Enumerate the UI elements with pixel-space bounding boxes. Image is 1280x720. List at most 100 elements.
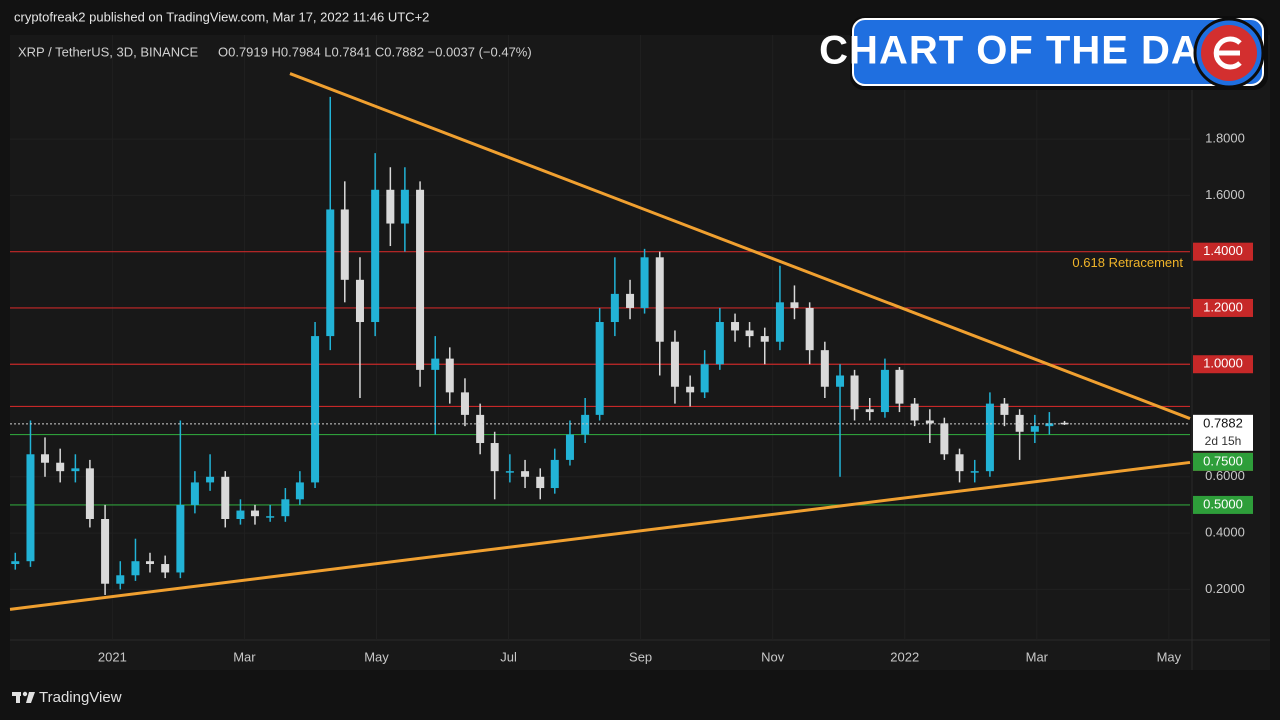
candle-body [670, 341, 679, 387]
trendline [9, 460, 1191, 611]
candle-body [340, 209, 349, 280]
candle-body [775, 302, 784, 342]
candle-body [910, 403, 919, 421]
x-tick-label: Sep [629, 649, 652, 664]
candle-body [731, 322, 740, 331]
candle-body [431, 358, 440, 370]
candle-body [161, 564, 170, 573]
level-price-label: 1.0000 [1203, 356, 1243, 371]
candle-body [836, 375, 845, 387]
candle-body [550, 459, 559, 489]
footer-brand: TradingView [39, 689, 122, 706]
published-line: cryptofreak2 published on TradingView.co… [14, 9, 429, 24]
y-tick-label: 1.8000 [1205, 131, 1245, 146]
candle-body [1015, 414, 1024, 432]
x-tick-label: May [364, 649, 389, 664]
level-price-box [1193, 452, 1253, 471]
candle-body [985, 403, 994, 472]
level-price-box [1193, 298, 1253, 317]
chart-panel [10, 35, 1270, 670]
candle-body [790, 302, 799, 308]
candle-body [715, 322, 724, 365]
x-tick-label: 2021 [98, 649, 127, 664]
x-tick-label: May [1157, 649, 1182, 664]
x-tick-label: Nov [761, 649, 785, 664]
level-price-box [1193, 242, 1253, 261]
candle-body [386, 189, 395, 224]
candle-body [176, 504, 185, 573]
candle-body [581, 414, 590, 435]
last-price-box [1193, 414, 1253, 451]
x-tick-label: Jul [500, 649, 517, 664]
badge-text: CHART OF THE DAY [819, 29, 1225, 73]
candle-body [71, 468, 80, 472]
level-price-label: 1.2000 [1203, 299, 1243, 314]
candle-body [40, 454, 49, 463]
trendline [289, 72, 1191, 420]
footer-logo [12, 691, 35, 703]
candle-body [445, 358, 454, 393]
level-price-label: 0.5000 [1203, 496, 1243, 511]
y-tick-label: 0.6000 [1205, 468, 1245, 483]
candle-body [26, 454, 35, 562]
level-price-box [1193, 495, 1253, 514]
logo-stem [16, 692, 20, 703]
candle-body [536, 476, 545, 489]
candle-body [236, 510, 245, 519]
candle-body [281, 499, 290, 517]
x-tick-label: Mar [233, 649, 256, 664]
candle-body [805, 307, 814, 351]
logo-dot [22, 691, 28, 697]
candle-body [476, 414, 485, 444]
candle-body [355, 279, 364, 323]
ohlc: O0.7919 H0.7984 L0.7841 C0.7882 −0.0037 … [218, 44, 532, 59]
badge: CHART OF THE DAY [819, 16, 1268, 90]
candle-body [820, 350, 829, 387]
candle-body [101, 519, 110, 584]
x-tick-label: 2022 [890, 649, 919, 664]
candle-body [131, 561, 140, 576]
annotation: 0.618 Retracement [1072, 255, 1183, 270]
candle-body [1030, 426, 1039, 432]
y-tick-label: 1.6000 [1205, 187, 1245, 202]
candle-body [116, 575, 125, 584]
candle-body [311, 336, 320, 483]
candle-body [925, 420, 934, 424]
candle-body [145, 561, 154, 565]
logo-mark [1213, 36, 1242, 70]
level-price-label: 0.7500 [1203, 453, 1243, 468]
candle-body [221, 476, 230, 519]
last-price-label: 0.7882 [1203, 415, 1243, 430]
candle-body [760, 336, 769, 342]
plot: 2021 Mar May Jul Sep Nov 2022 Mar May 0.2000 0.400… [9, 35, 1253, 664]
candle-body [955, 454, 964, 472]
candle-body [610, 293, 619, 323]
candle-body [626, 293, 635, 308]
candle-body [295, 482, 304, 500]
candle-body [640, 257, 649, 308]
candle-body [700, 364, 709, 393]
candle-body [865, 409, 874, 413]
candle-body [1045, 423, 1054, 427]
candle-body [940, 423, 949, 455]
candle-body [505, 471, 514, 473]
candle-body [460, 392, 469, 415]
symbol: XRP / TetherUS, 3D, BINANCE [18, 44, 198, 59]
candle-body [206, 476, 215, 483]
candle-body [565, 434, 574, 460]
candle-body [895, 369, 904, 404]
candle-body [521, 471, 530, 477]
candle-body [970, 471, 979, 473]
candle-body [490, 443, 499, 472]
y-tick-label: 0.2000 [1205, 581, 1245, 596]
candle-body [416, 189, 425, 370]
level-price-label: 1.4000 [1203, 243, 1243, 258]
candle-body [11, 561, 20, 565]
candle-body [1060, 422, 1069, 425]
logo-slash [26, 692, 35, 703]
candle-body [745, 330, 754, 337]
candle-body [56, 462, 65, 472]
candle-body [595, 322, 604, 415]
candle-body [266, 516, 275, 518]
